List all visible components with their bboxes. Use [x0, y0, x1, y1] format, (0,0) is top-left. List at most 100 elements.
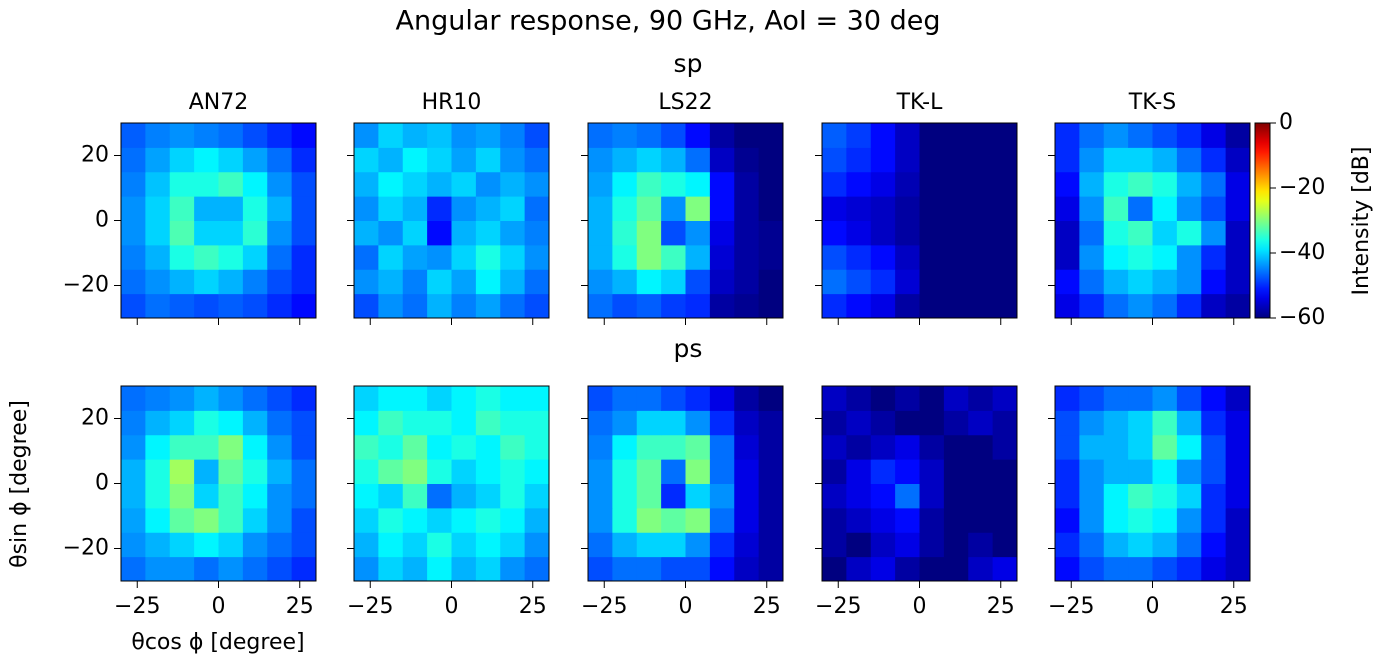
heatmap-cell	[500, 483, 526, 509]
x-tick-label: −25	[581, 594, 627, 619]
heatmap-cell	[145, 532, 171, 558]
heatmap-cell	[1176, 556, 1202, 582]
heatmap-cell	[267, 556, 293, 582]
heatmap-cell	[1103, 410, 1129, 436]
heatmap-cell	[1176, 507, 1202, 533]
heatmap-cell	[242, 196, 268, 221]
heatmap-cell	[121, 386, 146, 411]
heatmap-cell	[758, 507, 784, 533]
heatmap-cell	[709, 123, 735, 148]
heatmap-cell	[354, 171, 379, 197]
heatmap-cell	[451, 123, 477, 148]
heatmap-cell	[451, 410, 477, 436]
heatmap-cell	[1103, 434, 1129, 460]
heatmap-cell	[822, 556, 847, 582]
heatmap-cell	[919, 532, 945, 558]
heatmap-cell	[145, 410, 171, 436]
heatmap-cell	[194, 556, 219, 582]
heatmap-cell	[194, 293, 219, 319]
heatmap-cell	[612, 507, 638, 533]
heatmap-cell	[1152, 386, 1178, 411]
heatmap-cell	[427, 532, 452, 558]
heatmap-cell	[636, 269, 662, 295]
heatmap-cell	[524, 220, 550, 246]
heatmap-cell	[1103, 293, 1129, 319]
heatmap-cell	[524, 386, 550, 411]
heatmap-cell	[500, 434, 526, 460]
heatmap-cell	[685, 556, 711, 582]
heatmap-cell	[194, 459, 219, 484]
heatmap-cell	[1152, 532, 1178, 558]
heatmap-cell	[943, 244, 969, 270]
heatmap-cell	[169, 556, 195, 582]
x-tick-label: 25	[286, 594, 314, 619]
heatmap-cell	[588, 386, 613, 411]
heatmap-cell	[291, 123, 317, 148]
heatmap-cell	[451, 269, 477, 295]
heatmap-cell	[895, 293, 920, 319]
heatmap-cell	[475, 410, 501, 436]
heatmap-cell	[758, 532, 784, 558]
heatmap-cell	[846, 507, 872, 533]
heatmap-cell	[500, 147, 526, 173]
heatmap-cell	[1152, 147, 1178, 173]
heatmap-cell	[846, 293, 872, 319]
heatmap-cell	[524, 507, 550, 533]
heatmap-cell	[758, 556, 784, 582]
heatmap-cell	[968, 483, 994, 509]
heatmap-cell	[709, 171, 735, 197]
heatmap-cell	[291, 507, 317, 533]
heatmap-cell	[1201, 434, 1227, 460]
heatmap-cell	[242, 244, 268, 270]
panel-title: TK-L	[896, 90, 943, 115]
heatmap-cell	[709, 244, 735, 270]
x-tick-label: −25	[114, 594, 160, 619]
panel-title: TK-S	[1128, 90, 1176, 115]
heatmap-cell	[968, 147, 994, 173]
heatmap-cell	[612, 483, 638, 509]
heatmap-cell	[1079, 532, 1105, 558]
heatmap-cell	[943, 147, 969, 173]
colorbar-tick-label: 0	[1279, 110, 1293, 135]
heatmap-cell	[524, 293, 550, 319]
heatmap-cell	[475, 459, 501, 484]
heatmap-cell	[194, 220, 219, 246]
heatmap-cell	[992, 196, 1018, 221]
heatmap-cell	[1225, 386, 1251, 411]
heatmap-cell	[451, 244, 477, 270]
heatmap-cell	[378, 556, 404, 582]
heatmap-cell	[822, 123, 847, 148]
heatmap-cell	[169, 483, 195, 509]
heatmap-cell	[1176, 386, 1202, 411]
heatmap-cell	[451, 507, 477, 533]
heatmap-cell	[291, 171, 317, 197]
heatmap-cell	[500, 123, 526, 148]
heatmap-cell	[1201, 459, 1227, 484]
heatmap-cell	[169, 171, 195, 197]
heatmap-cell	[758, 123, 784, 148]
heatmap-cell	[968, 123, 994, 148]
heatmap-cell	[709, 220, 735, 246]
heatmap-cell	[218, 147, 244, 173]
heatmap-cell	[758, 220, 784, 246]
heatmap-cell	[612, 269, 638, 295]
heatmap-cell	[992, 269, 1018, 295]
heatmap-cell	[524, 244, 550, 270]
heatmap-cell	[121, 293, 146, 319]
heatmap-cell	[354, 147, 379, 173]
heatmap-cell	[661, 196, 686, 221]
heatmap-cell	[1079, 244, 1105, 270]
heatmap-cell	[1176, 196, 1202, 221]
panel-title: HR10	[422, 90, 482, 115]
heatmap-cell	[1225, 269, 1251, 295]
heatmap-cell	[588, 269, 613, 295]
heatmap-cell	[378, 147, 404, 173]
heatmap-cell	[661, 171, 686, 197]
heatmap-cell	[943, 269, 969, 295]
heatmap-cell	[734, 483, 760, 509]
heatmap-cell	[1225, 196, 1251, 221]
heatmap-cell	[500, 556, 526, 582]
heatmap-cell	[1201, 220, 1227, 246]
heatmap-cell	[475, 434, 501, 460]
heatmap-cell	[734, 434, 760, 460]
